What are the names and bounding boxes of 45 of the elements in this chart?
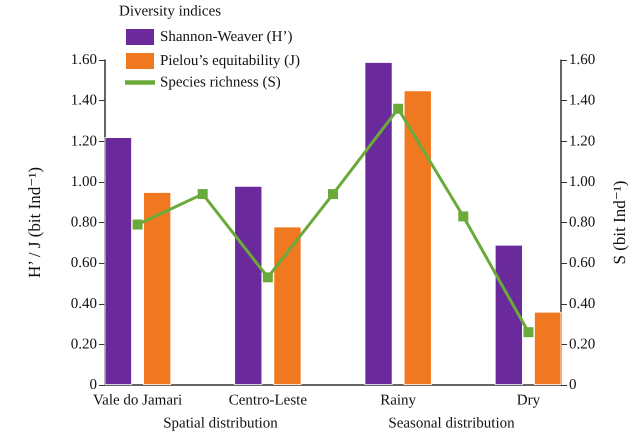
y-axis-title: H’ / J (bit Ind⁻¹) <box>25 166 44 278</box>
y2-tick-label: 1.00 <box>569 174 596 190</box>
y-tick-label: 0.60 <box>70 255 97 272</box>
legend-title: Diversity indices <box>119 4 222 20</box>
text: Spatial distribution <box>163 416 278 432</box>
x-tick-label: Centro-Leste <box>228 392 308 408</box>
y2-axis-title: S (bit Ind⁻¹) <box>610 180 629 264</box>
legend-label: Species richness (S) <box>160 74 281 90</box>
y-tick-label: 0.20 <box>70 336 97 352</box>
x-tick-label: Dry <box>516 392 541 408</box>
x-tick-label: Rainy <box>380 392 417 408</box>
y-tick-label: 0 <box>90 377 97 393</box>
bar <box>234 186 262 385</box>
y-tick-label: 1.20 <box>70 133 97 150</box>
point <box>198 189 208 200</box>
y2-tick-label: 0 <box>569 377 576 393</box>
y2-tick-label: 0.40 <box>569 296 596 312</box>
bar <box>494 244 523 385</box>
legend-label: Shannon-Weaver (H’) <box>160 29 292 45</box>
point <box>262 272 273 282</box>
point <box>328 189 338 200</box>
text: Seasonal distribution <box>388 416 516 432</box>
bar <box>273 226 302 385</box>
y2-tick-label: 0.80 <box>569 214 596 230</box>
legend-label: Pielou’s equitability (J) <box>160 53 300 69</box>
y2-tick-label: 1.60 <box>569 52 596 68</box>
y2-tick-label: 1.40 <box>569 92 596 109</box>
point <box>458 211 468 222</box>
y-tick-label: 1.60 <box>70 52 97 68</box>
x-tick-label: Vale do Jamari <box>93 392 182 408</box>
y2-tick-label: 0.60 <box>569 255 596 272</box>
point <box>393 104 404 114</box>
bar <box>364 62 393 385</box>
y-tick-label: 1.00 <box>70 174 97 190</box>
bar <box>404 90 432 385</box>
point <box>523 327 534 338</box>
point <box>132 220 143 230</box>
bar <box>143 192 172 385</box>
y-tick-label: 0.80 <box>70 214 97 230</box>
y-tick-label: 1.40 <box>70 92 97 109</box>
bar <box>104 137 132 385</box>
y2-tick-label: 0.20 <box>569 336 596 352</box>
bar <box>534 312 562 385</box>
y2-tick-label: 1.20 <box>569 133 596 150</box>
y-tick-label: 0.40 <box>70 296 97 312</box>
